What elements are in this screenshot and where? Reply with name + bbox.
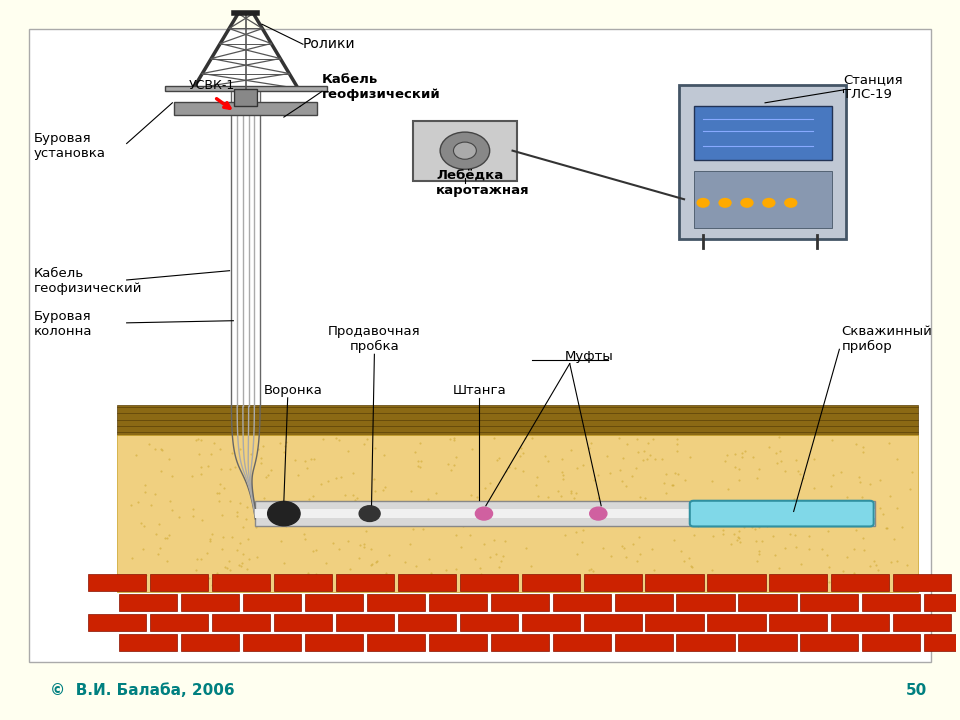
Bar [584, 614, 641, 631]
Text: Кабель
геофизический: Кабель геофизический [34, 267, 142, 295]
Bar [645, 614, 704, 631]
Circle shape [718, 198, 732, 208]
Bar [862, 594, 921, 611]
Bar [614, 634, 673, 652]
Circle shape [696, 198, 709, 208]
Bar [181, 594, 239, 611]
Bar [150, 575, 208, 592]
Bar [165, 86, 326, 91]
Circle shape [268, 501, 300, 526]
Bar [117, 435, 918, 592]
Text: ©  В.И. Балаба, 2006: © В.И. Балаба, 2006 [51, 683, 235, 698]
Text: Станция
ТЛС-19: Станция ТЛС-19 [843, 73, 902, 101]
Circle shape [440, 132, 490, 169]
Bar [584, 575, 641, 592]
Bar [119, 594, 178, 611]
Bar [769, 575, 828, 592]
Text: Лебёдка
каротажная: Лебёдка каротажная [437, 168, 530, 197]
Bar [367, 594, 425, 611]
Text: Штанга: Штанга [452, 384, 506, 397]
FancyBboxPatch shape [690, 500, 874, 526]
Text: Ролики: Ролики [303, 37, 355, 51]
Text: Кабель
геофизический: Кабель геофизический [322, 73, 441, 101]
Bar [336, 575, 394, 592]
Bar [924, 594, 960, 611]
Bar [491, 594, 549, 611]
Bar [243, 594, 301, 611]
Bar [243, 634, 301, 652]
Bar [255, 500, 875, 526]
Bar [693, 107, 831, 160]
Bar [893, 575, 951, 592]
Bar [367, 634, 425, 652]
Text: УСВК-1: УСВК-1 [188, 79, 235, 92]
FancyBboxPatch shape [413, 121, 517, 181]
Bar [460, 614, 517, 631]
Bar [181, 634, 239, 652]
Bar [893, 614, 951, 631]
Bar [234, 89, 257, 107]
Bar [274, 614, 332, 631]
Bar [429, 594, 487, 611]
Circle shape [762, 198, 776, 208]
Bar [336, 614, 394, 631]
Bar [553, 594, 611, 611]
Circle shape [475, 507, 492, 520]
Bar [677, 594, 734, 611]
Bar [397, 575, 456, 592]
Bar [255, 509, 875, 518]
Circle shape [589, 507, 607, 520]
Bar [738, 634, 797, 652]
Bar [553, 634, 611, 652]
Bar [862, 634, 921, 652]
Bar [119, 634, 178, 652]
Text: Воронка: Воронка [264, 384, 323, 397]
Bar [150, 614, 208, 631]
Text: Муфты: Муфты [564, 350, 613, 363]
FancyBboxPatch shape [680, 85, 846, 238]
Circle shape [784, 198, 798, 208]
Text: Продавочная
пробка: Продавочная пробка [328, 325, 420, 353]
Bar [801, 594, 858, 611]
Bar [693, 171, 831, 228]
Text: 50: 50 [906, 683, 927, 698]
Text: Буровая
колонна: Буровая колонна [34, 310, 92, 338]
Bar [645, 575, 704, 592]
Text: Скважинный
прибор: Скважинный прибор [841, 325, 932, 353]
Bar [429, 634, 487, 652]
Bar [614, 594, 673, 611]
Bar [769, 614, 828, 631]
Bar [708, 614, 765, 631]
Bar [274, 575, 332, 592]
Bar [175, 102, 317, 115]
Bar [305, 634, 363, 652]
Bar [117, 405, 918, 435]
Bar [801, 634, 858, 652]
Bar [521, 575, 580, 592]
Bar [521, 614, 580, 631]
Bar [212, 575, 270, 592]
Bar [924, 634, 960, 652]
Circle shape [359, 505, 380, 521]
Bar [397, 614, 456, 631]
Bar [738, 594, 797, 611]
Text: Буровая
установка: Буровая установка [34, 132, 106, 160]
Bar [305, 594, 363, 611]
Bar [831, 614, 889, 631]
Bar [831, 575, 889, 592]
Bar [491, 634, 549, 652]
Bar [677, 634, 734, 652]
Bar [460, 575, 517, 592]
Bar [212, 614, 270, 631]
Circle shape [740, 198, 754, 208]
Circle shape [453, 142, 476, 159]
Bar [88, 575, 146, 592]
Bar [88, 614, 146, 631]
Bar [708, 575, 765, 592]
